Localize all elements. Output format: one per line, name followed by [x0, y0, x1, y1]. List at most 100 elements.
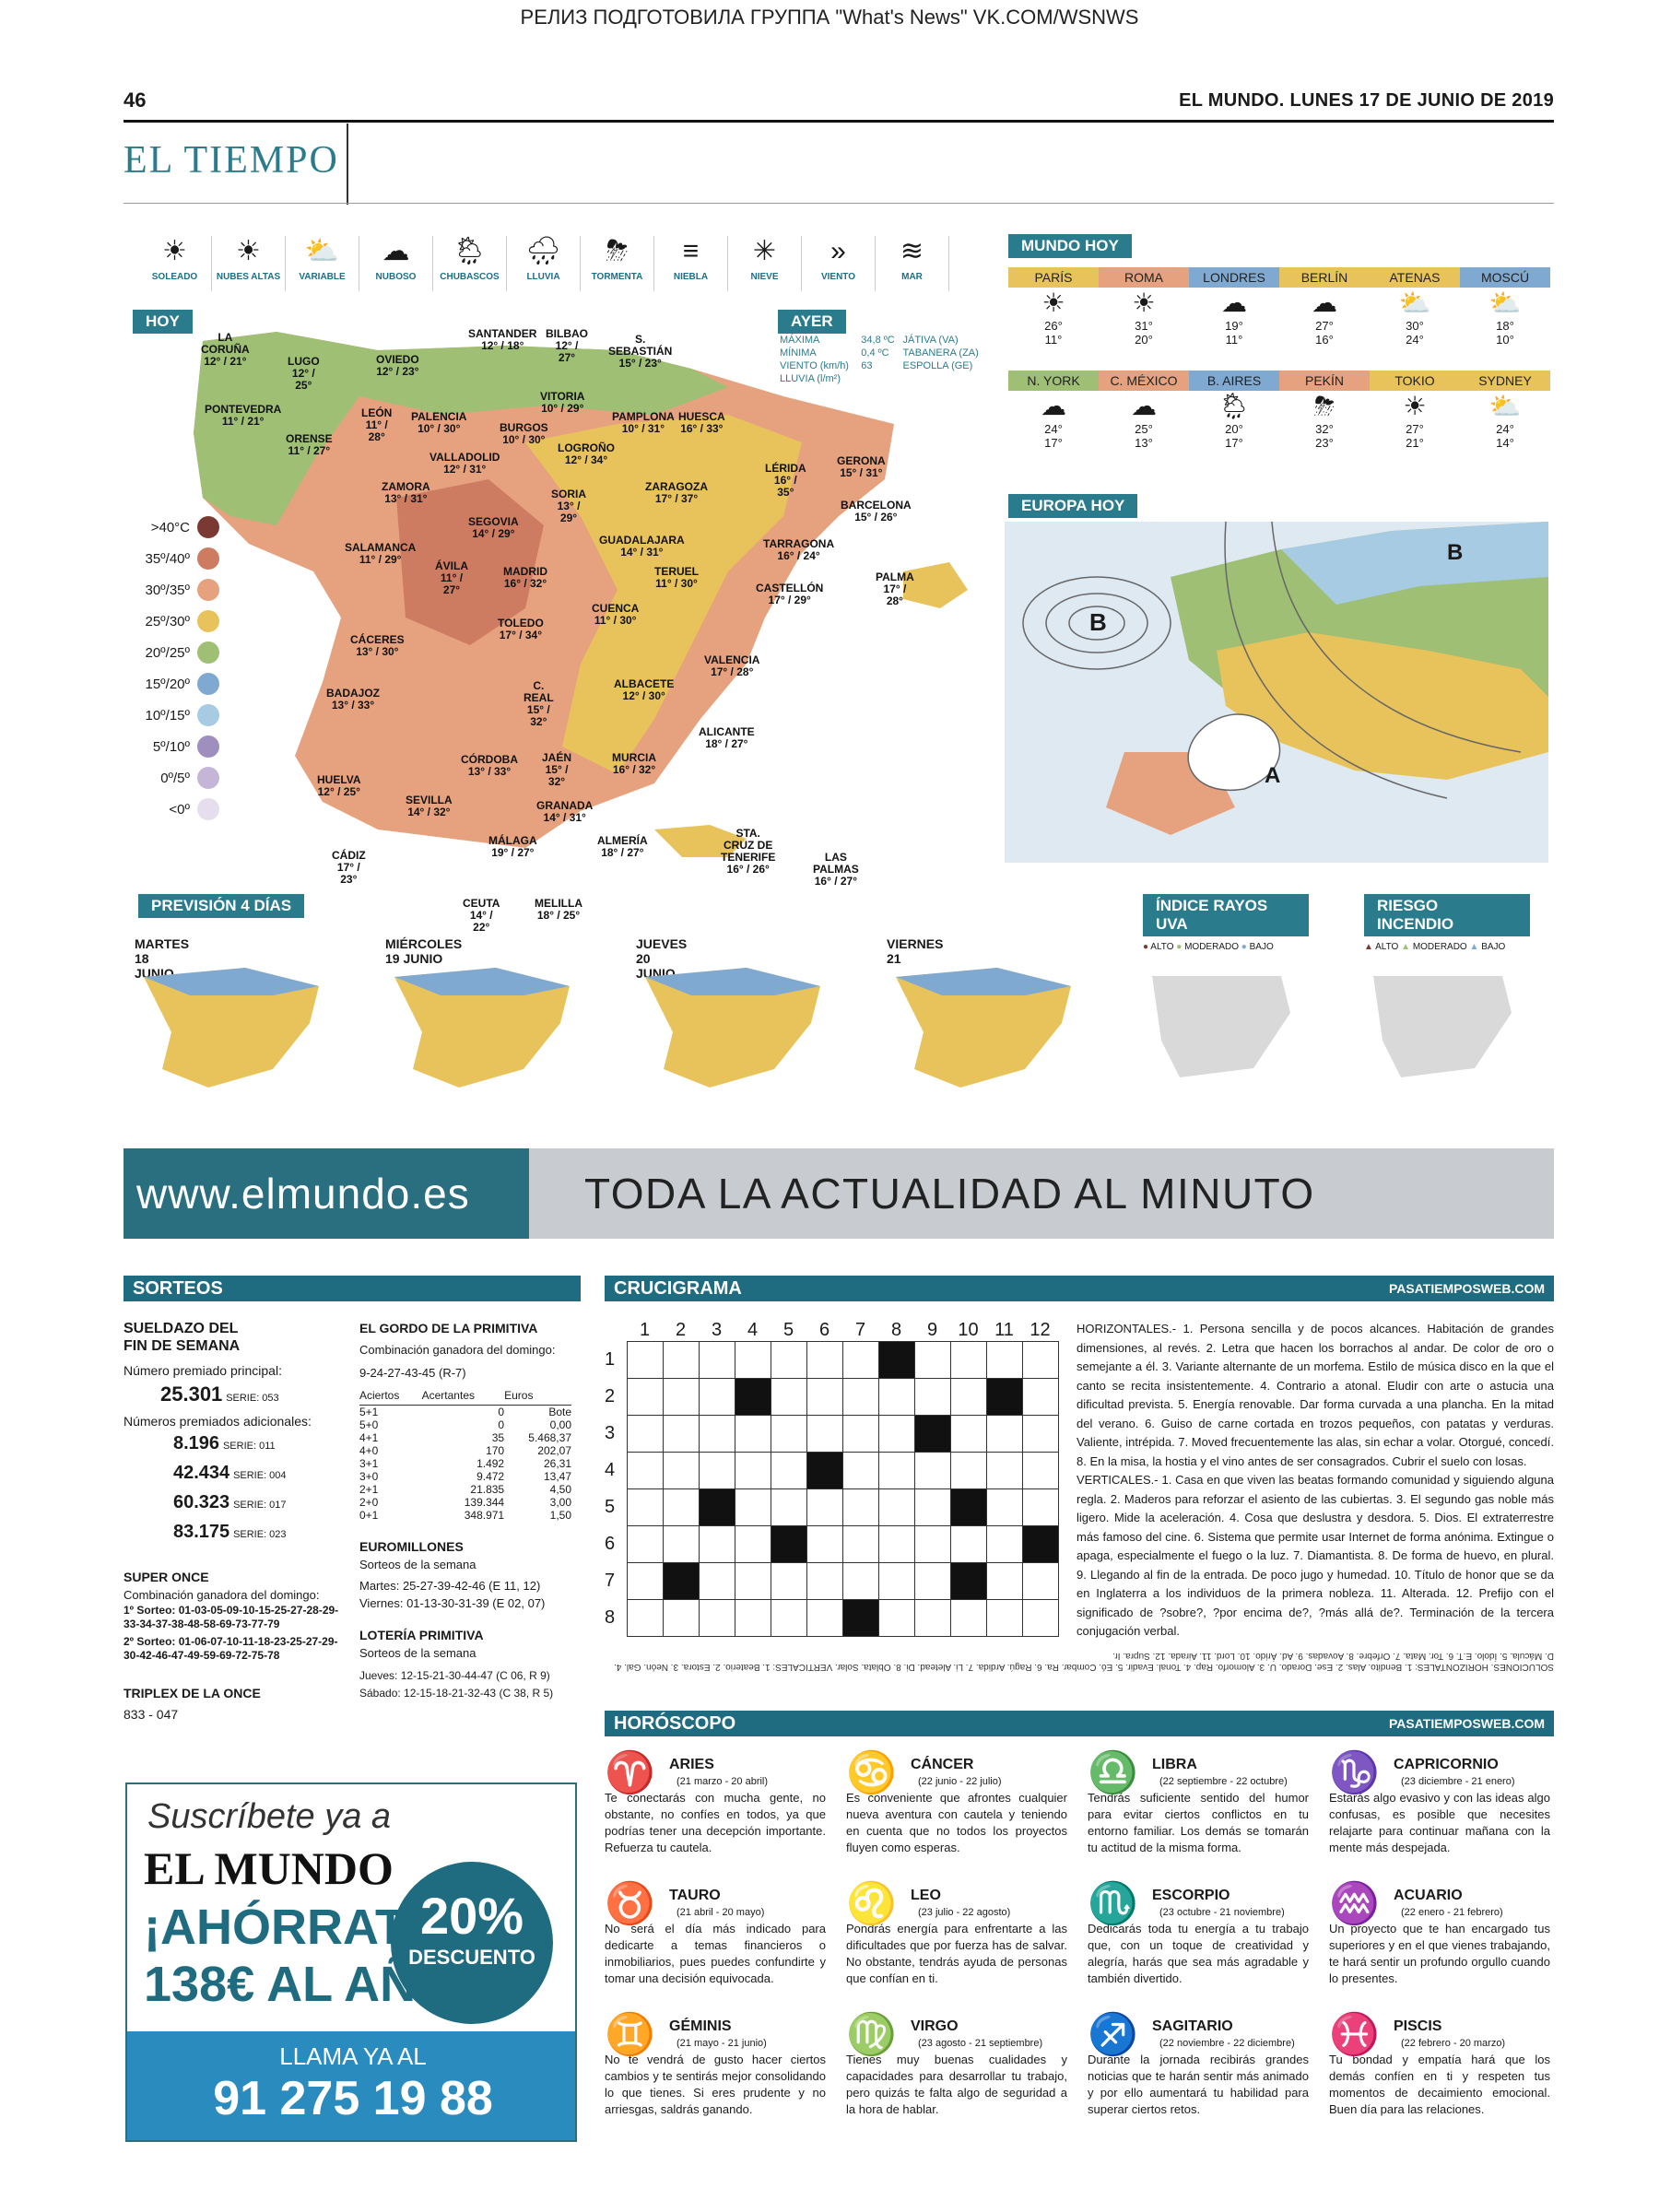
crossword-cell[interactable] — [950, 1415, 987, 1453]
crossword-cell[interactable] — [699, 1599, 735, 1637]
crossword-cell[interactable] — [842, 1562, 879, 1600]
crossword-cell[interactable] — [627, 1599, 664, 1637]
crossword-cell[interactable] — [771, 1488, 807, 1526]
crossword-cell[interactable] — [950, 1341, 987, 1379]
crossword-cell[interactable] — [950, 1525, 987, 1563]
call-box[interactable]: LLAMA YA AL 91 275 19 88 — [127, 2031, 575, 2140]
crossword-cell[interactable] — [842, 1488, 879, 1526]
crossword-cell[interactable] — [986, 1378, 1023, 1416]
crossword-cell[interactable] — [806, 1562, 843, 1600]
crossword-cell[interactable] — [1022, 1562, 1059, 1600]
crossword-cell[interactable] — [627, 1525, 664, 1563]
crossword-cell[interactable] — [914, 1452, 951, 1489]
crossword-cell[interactable] — [1022, 1415, 1059, 1453]
crossword-cell[interactable] — [663, 1488, 700, 1526]
crossword-cell[interactable] — [842, 1525, 879, 1563]
crossword-cell[interactable] — [878, 1525, 915, 1563]
horoscopo-site[interactable]: PASATIEMPOSWEB.COM — [1388, 1716, 1545, 1731]
crossword-cell[interactable] — [914, 1599, 951, 1637]
crossword-cell[interactable] — [878, 1341, 915, 1379]
crossword-cell[interactable] — [771, 1341, 807, 1379]
crossword-cell[interactable] — [986, 1525, 1023, 1563]
crossword-cell[interactable] — [842, 1452, 879, 1489]
crossword-cell[interactable] — [771, 1525, 807, 1563]
crossword-cell[interactable] — [806, 1452, 843, 1489]
crossword-cell[interactable] — [950, 1452, 987, 1489]
crossword-cell[interactable] — [699, 1452, 735, 1489]
crossword-cell[interactable] — [663, 1415, 700, 1453]
crossword-cell[interactable] — [699, 1525, 735, 1563]
crossword-cell[interactable] — [735, 1599, 771, 1637]
crossword-cell[interactable] — [699, 1341, 735, 1379]
crossword-cell[interactable] — [1022, 1488, 1059, 1526]
crossword-cell[interactable] — [771, 1415, 807, 1453]
elmundo-banner[interactable]: www.elmundo.es TODA LA ACTUALIDAD AL MIN… — [124, 1148, 1554, 1239]
crossword-cell[interactable] — [806, 1378, 843, 1416]
crossword-cell[interactable] — [914, 1341, 951, 1379]
crossword-cell[interactable] — [735, 1562, 771, 1600]
crossword-cell[interactable] — [627, 1562, 664, 1600]
crossword-cell[interactable] — [663, 1378, 700, 1416]
crossword-cell[interactable] — [771, 1562, 807, 1600]
crossword-cell[interactable] — [1022, 1599, 1059, 1637]
crossword-cell[interactable] — [986, 1341, 1023, 1379]
crossword-cell[interactable] — [1022, 1525, 1059, 1563]
crossword-cell[interactable] — [735, 1525, 771, 1563]
crossword-cell[interactable] — [842, 1415, 879, 1453]
crossword-cell[interactable] — [699, 1378, 735, 1416]
crossword-cell[interactable] — [663, 1452, 700, 1489]
subscription-ad[interactable]: Suscríbete ya a EL MUNDO ¡AHÓRRATE 138€ … — [125, 1783, 577, 2142]
crossword-cell[interactable] — [1022, 1452, 1059, 1489]
crossword-cell[interactable] — [914, 1525, 951, 1563]
crossword-cell[interactable] — [735, 1415, 771, 1453]
crossword-cell[interactable] — [878, 1599, 915, 1637]
crossword-cell[interactable] — [986, 1562, 1023, 1600]
crossword-cell[interactable] — [806, 1525, 843, 1563]
crossword-cell[interactable] — [1022, 1378, 1059, 1416]
crossword-cell[interactable] — [663, 1341, 700, 1379]
call-phone[interactable]: 91 275 19 88 — [213, 2072, 493, 2125]
crossword-cell[interactable] — [842, 1378, 879, 1416]
crossword-cell[interactable] — [735, 1378, 771, 1416]
crossword-cell[interactable] — [986, 1415, 1023, 1453]
crucigrama-site[interactable]: PASATIEMPOSWEB.COM — [1388, 1281, 1545, 1296]
crossword-cell[interactable] — [806, 1341, 843, 1379]
crossword-cell[interactable] — [699, 1415, 735, 1453]
crossword-cell[interactable] — [663, 1562, 700, 1600]
crossword-cell[interactable] — [914, 1488, 951, 1526]
crossword-cell[interactable] — [663, 1525, 700, 1563]
crossword-cell[interactable] — [878, 1562, 915, 1600]
crossword-cell[interactable] — [699, 1488, 735, 1526]
crossword-cell[interactable] — [627, 1488, 664, 1526]
crossword-cell[interactable] — [878, 1378, 915, 1416]
crossword-cell[interactable] — [627, 1341, 664, 1379]
crossword-cell[interactable] — [663, 1599, 700, 1637]
crossword-cell[interactable] — [735, 1452, 771, 1489]
crossword-cell[interactable] — [950, 1378, 987, 1416]
crossword-cell[interactable] — [627, 1415, 664, 1453]
crossword-cell[interactable] — [627, 1452, 664, 1489]
crossword-cell[interactable] — [914, 1562, 951, 1600]
crossword-cell[interactable] — [878, 1488, 915, 1526]
banner-url[interactable]: www.elmundo.es — [124, 1148, 529, 1239]
crossword-cell[interactable] — [986, 1488, 1023, 1526]
crossword-cell[interactable] — [699, 1562, 735, 1600]
crossword-cell[interactable] — [771, 1452, 807, 1489]
crossword-cell[interactable] — [1022, 1341, 1059, 1379]
crossword-cell[interactable] — [771, 1599, 807, 1637]
crossword-cell[interactable] — [878, 1452, 915, 1489]
crossword-cell[interactable] — [806, 1488, 843, 1526]
crossword-cell[interactable] — [986, 1452, 1023, 1489]
crossword-cell[interactable] — [735, 1341, 771, 1379]
crossword-cell[interactable] — [842, 1599, 879, 1637]
crossword-cell[interactable] — [950, 1488, 987, 1526]
crossword-cell[interactable] — [950, 1599, 987, 1637]
crossword-cell[interactable] — [914, 1378, 951, 1416]
crossword-cell[interactable] — [878, 1415, 915, 1453]
crossword-cell[interactable] — [627, 1378, 664, 1416]
crossword-cell[interactable] — [986, 1599, 1023, 1637]
crossword-cell[interactable] — [914, 1415, 951, 1453]
crossword-cell[interactable] — [771, 1378, 807, 1416]
crossword-cell[interactable] — [735, 1488, 771, 1526]
crossword-cell[interactable] — [806, 1599, 843, 1637]
